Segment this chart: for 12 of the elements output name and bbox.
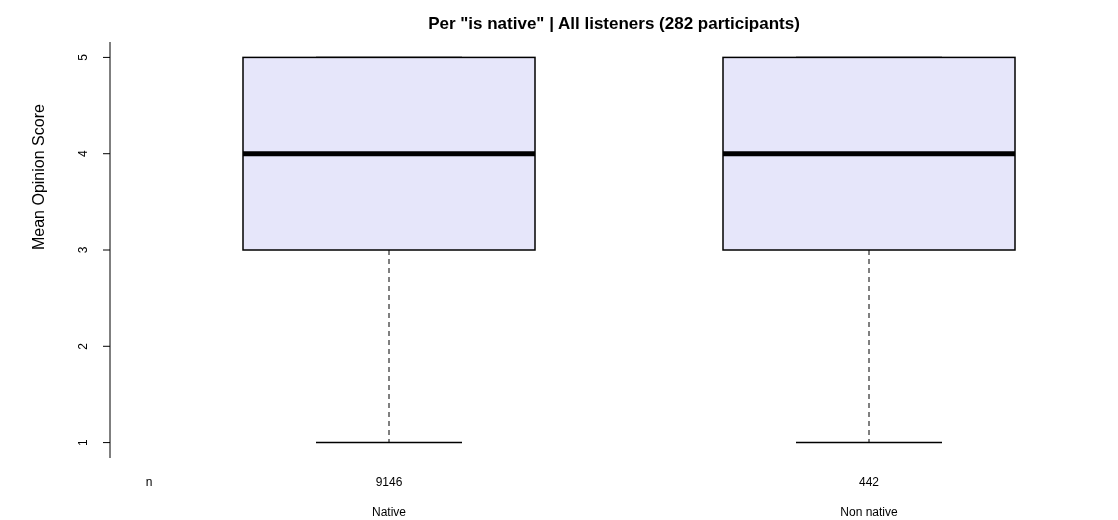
x-tick-label: Non native: [840, 505, 899, 519]
chart-title: Per "is native" | All listeners (282 participants): [427, 14, 801, 34]
y-tick-label: 2: [76, 342, 90, 350]
y-tick-label: 4: [76, 150, 90, 158]
y-tick-label: 1: [76, 438, 90, 446]
text: 9146: [375, 475, 403, 489]
text: n: [145, 475, 153, 489]
y-axis-title: Mean Opinion Score: [29, 104, 47, 250]
text: 442: [858, 475, 880, 489]
x-tick-label: Native: [371, 505, 407, 519]
y-tick-label: 5: [76, 53, 90, 61]
y-tick-label: 3: [76, 246, 90, 254]
